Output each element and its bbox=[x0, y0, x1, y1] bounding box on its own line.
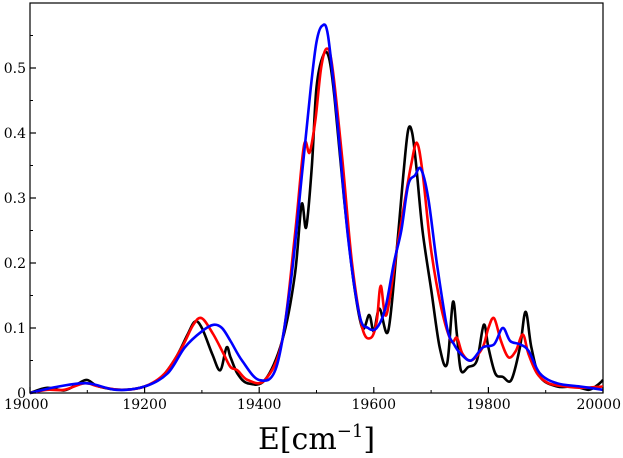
series-line-2 bbox=[29, 47, 604, 395]
x-tick-label: 19000 bbox=[4, 397, 49, 413]
series-layer bbox=[29, 23, 604, 395]
x-axis-title-main: E[cm bbox=[258, 422, 337, 457]
x-tick-label: 19200 bbox=[122, 397, 167, 413]
x-axis-title-superscript: −1 bbox=[337, 421, 364, 442]
x-axis-title: E[cm−1] bbox=[258, 421, 375, 457]
y-tick-label: 0 bbox=[17, 386, 26, 402]
y-tick-label: 0.1 bbox=[4, 321, 26, 337]
series-line-3 bbox=[29, 23, 604, 395]
plot-area bbox=[29, 2, 604, 394]
x-tick-label: 19800 bbox=[466, 397, 511, 413]
plot-frame bbox=[29, 2, 604, 394]
x-axis-title-close: ] bbox=[363, 422, 375, 457]
x-tick-label: 20000 bbox=[576, 397, 621, 413]
y-tick-label: 0.5 bbox=[4, 61, 26, 77]
y-tick-label: 0.4 bbox=[4, 126, 26, 142]
x-tick-label: 19400 bbox=[237, 397, 282, 413]
y-tick-label: 0.3 bbox=[4, 191, 26, 207]
x-tick-label: 19600 bbox=[352, 397, 397, 413]
y-tick-label: 0.2 bbox=[4, 256, 26, 272]
tick-layer: 19000 19200 19400 19600 19800 20000 0 0.1 0.2 0.3… bbox=[4, 35, 621, 413]
